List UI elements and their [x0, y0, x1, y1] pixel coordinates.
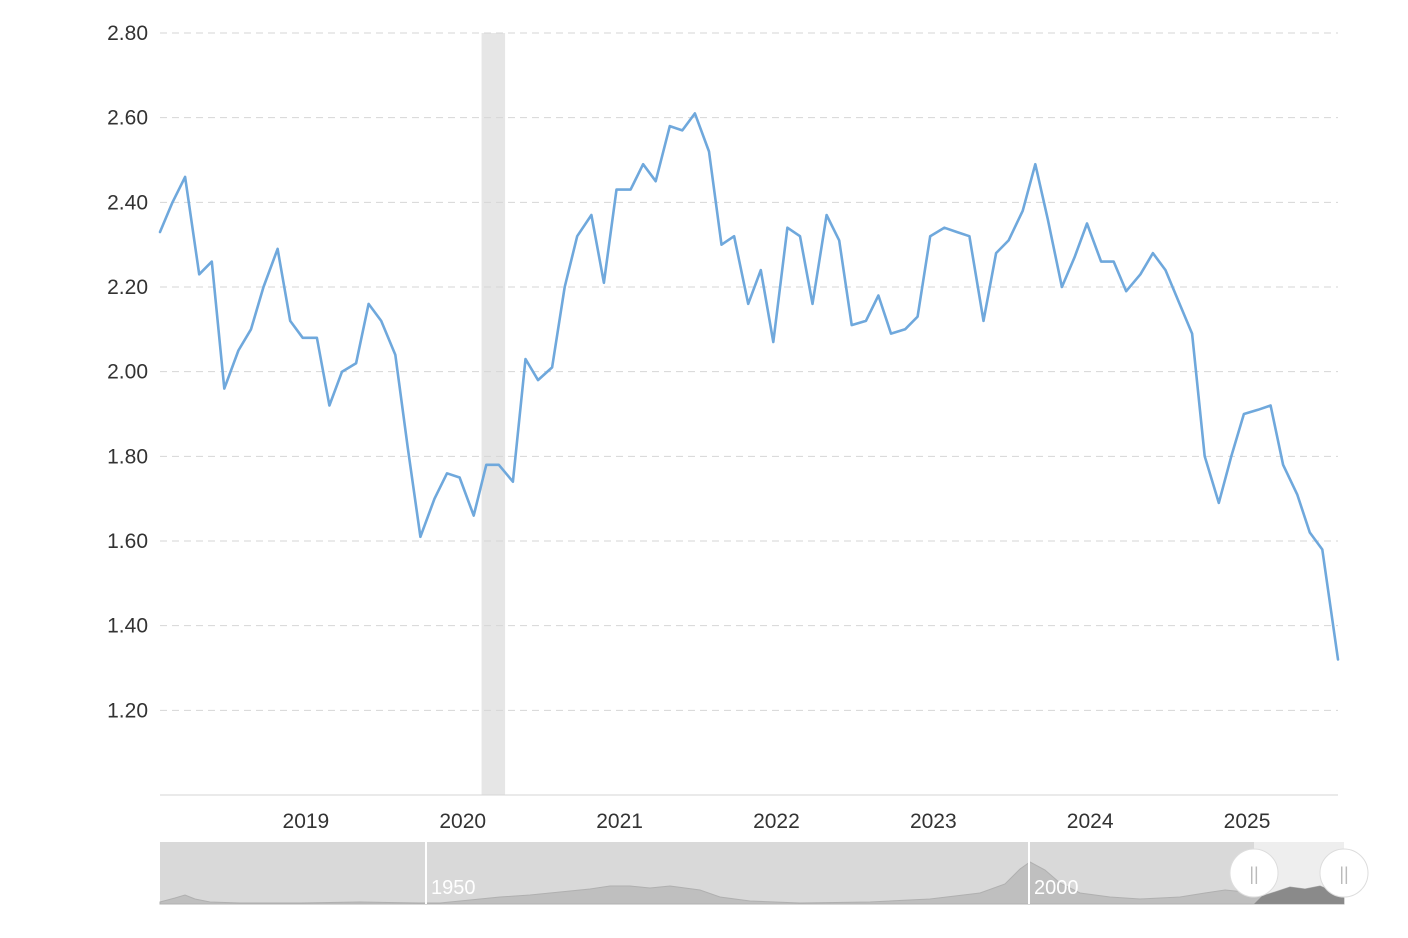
y-tick-label: 1.60 [107, 530, 148, 553]
y-axis-tick-labels: 1.20 1.40 1.60 1.80 2.00 2.20 2.40 2.60 2.80 [107, 22, 148, 722]
y-tick-label: 1.80 [107, 445, 148, 468]
recession-band-layer [481, 33, 506, 795]
x-tick-label: 2023 [910, 810, 957, 833]
y-tick-label: 2.20 [107, 276, 148, 299]
y-tick-label: 2.40 [107, 191, 148, 214]
navigator-left-handle[interactable]: || [1229, 848, 1279, 898]
series-layer [158, 112, 1340, 661]
x-axis: 2019 2020 2021 2022 2023 2024 2025 [160, 794, 1338, 833]
y-tick-label: 2.60 [107, 107, 148, 130]
navigator[interactable]: 1950 2000 || || [159, 842, 1369, 905]
y-tick-label: 2.00 [107, 361, 148, 384]
handle-grip-icon: || [1249, 864, 1258, 884]
x-tick-label: 2019 [283, 810, 330, 833]
handle-knob[interactable] [1319, 848, 1369, 898]
navigator-year-label: 1950 [431, 877, 476, 899]
navigator-background [160, 842, 1344, 904]
y-tick-label: 1.20 [107, 699, 148, 722]
x-tick-label: 2021 [596, 810, 643, 833]
recession-band [481, 33, 506, 795]
handle-grip-icon: || [1339, 864, 1348, 884]
navigator-selected-area [1254, 886, 1344, 904]
handle-knob[interactable] [1229, 848, 1279, 898]
y-tick-label: 1.40 [107, 615, 148, 638]
y-tick-label: 2.80 [107, 22, 148, 45]
navigator-right-handle[interactable]: || [1319, 848, 1369, 898]
series-line [158, 112, 1340, 661]
navigator-year-label: 2000 [1034, 877, 1079, 899]
grid-lines [160, 32, 1338, 711]
x-tick-label: 2025 [1224, 810, 1271, 833]
x-tick-label: 2024 [1067, 810, 1114, 833]
x-tick-label: 2020 [439, 810, 486, 833]
x-tick-label: 2022 [753, 810, 800, 833]
